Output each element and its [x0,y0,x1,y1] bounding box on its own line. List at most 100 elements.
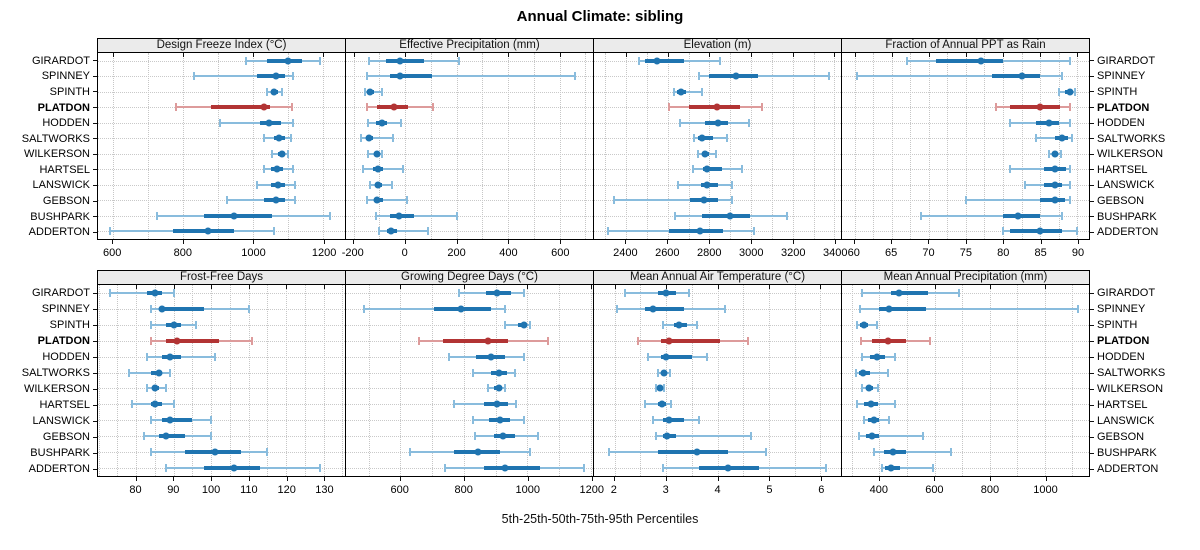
whisker-end-cap [175,103,178,112]
x-axis: 2 3 4 5 6 [593,477,842,503]
whisker-end-cap [458,288,461,297]
chart-title: Annual Climate: sibling [516,8,684,25]
whisker-end-cap [108,227,111,236]
x-axis: 600 800 1000 1200 [345,477,604,503]
whisker-end-cap [172,288,175,297]
x-axis-tick-label: 60 [847,247,860,259]
station-label: SPINTH [50,319,97,331]
gridline-vertical [934,285,936,476]
whisker-end-cap [401,165,404,174]
whisker-end-cap [765,448,768,457]
y-axis-tick [1090,404,1094,406]
x-axis-tick-label: 3 [662,484,669,496]
x-axis: 80 90 100 110 120 130 [97,477,346,503]
x-axis-tick-label: 85 [1034,247,1047,259]
percentile-5-95-whisker [219,121,294,124]
whisker-end-cap [786,211,789,220]
station-label: PLATDON [38,102,97,114]
row-guideline [98,60,345,62]
percentile-25-75-bar [166,338,219,343]
percentile-25-75-bar [389,74,433,79]
panel-strip-header: Mean Annual Precipitation (mm) [841,270,1090,285]
gridline-vertical [98,285,100,476]
panel-title: Elevation (m) [683,39,752,51]
whisker-end-cap [406,196,409,205]
whisker-end-cap [427,227,430,236]
median-dot [457,305,465,313]
whisker-end-cap [273,227,276,236]
median-dot [1014,212,1022,220]
whisker-end-cap [391,180,394,189]
median-dot [662,353,670,361]
whisker-end-cap [861,352,864,361]
percentile-5-95-whisker [655,435,751,438]
station-label: HODDEN [42,351,97,363]
whisker-end-cap [616,304,619,313]
median-dot [663,432,671,440]
median-dot [365,134,373,142]
panel-strip-header: Frost-Free Days [97,270,346,285]
median-dot [374,165,382,173]
top-axis-tick [1002,53,1004,57]
median-dot [166,353,174,361]
whisker-end-cap [875,320,878,329]
x-axis-tick [324,477,326,481]
gridline-vertical [288,53,290,239]
top-axis-tick [1044,285,1046,289]
x-axis-tick-label: 80 [129,484,142,496]
whisker-end-cap [292,118,295,127]
x-axis-tick [793,240,795,244]
whisker-end-cap [1076,227,1079,236]
y-axis-tick [1090,169,1094,171]
y-axis-tick [93,292,97,294]
x-axis-tick [667,240,669,244]
whisker-end-cap [855,368,858,377]
percentile-5-95-whisker [673,90,703,93]
whisker-end-cap [271,149,274,158]
x-axis-tick-label: 70 [922,247,935,259]
percentile-25-75-bar [703,167,722,172]
whisker-end-cap [1009,165,1012,174]
median-dot [860,321,868,329]
whisker-end-cap [859,304,862,313]
top-axis-tick [820,285,822,289]
station-label-text: SPINNEY [1097,303,1146,315]
top-axis-tick [614,285,616,289]
gridline-vertical [928,53,930,239]
whisker-end-cap [701,87,704,96]
x-axis: 600 800 1000 1200 [97,240,346,268]
gridline-vertical [873,53,875,239]
median-dot [660,369,668,377]
median-dot [265,119,273,127]
y-axis-tick [1090,60,1094,62]
x-axis-tick-label: 2600 [655,247,680,259]
panel-strip-header: Growing Degree Days (°C) [345,270,594,285]
top-axis-tick [456,53,458,57]
panel-row: GIRARDOT SPINNEY SPINTH PLATDON HODDEN SALTWO… [0,38,1200,268]
station-label-text: HARTSEL [1097,399,1148,411]
row-guideline [842,356,1089,358]
median-dot [703,165,711,173]
whisker-end-cap [280,87,283,96]
gridline-vertical [1077,53,1079,239]
percentile-25-75-bar [1010,229,1063,234]
station-label-text: SPINTH [49,319,90,331]
top-axis-tick [463,285,465,289]
x-axis-tick [934,477,936,481]
x-axis-tick [404,240,406,244]
median-dot [885,305,893,313]
gridline-vertical [834,53,836,239]
whisker-end-cap [714,149,717,158]
station-label-text: SALTWORKS [21,367,90,379]
median-dot [170,321,178,329]
y-axis-tick [93,60,97,62]
panel-title: Design Freeze Index (°C) [156,39,287,51]
y-axis-tick [1090,356,1094,358]
station-label-text: LANSWICK [1097,179,1155,192]
station-label-text: WILKERSON [1097,148,1164,161]
median-dot [700,196,708,204]
y-axis-tick [93,91,97,93]
y-axis-tick [93,388,97,390]
gridline-vertical [430,53,432,239]
station-label-text: BUSHPARK [30,447,90,459]
